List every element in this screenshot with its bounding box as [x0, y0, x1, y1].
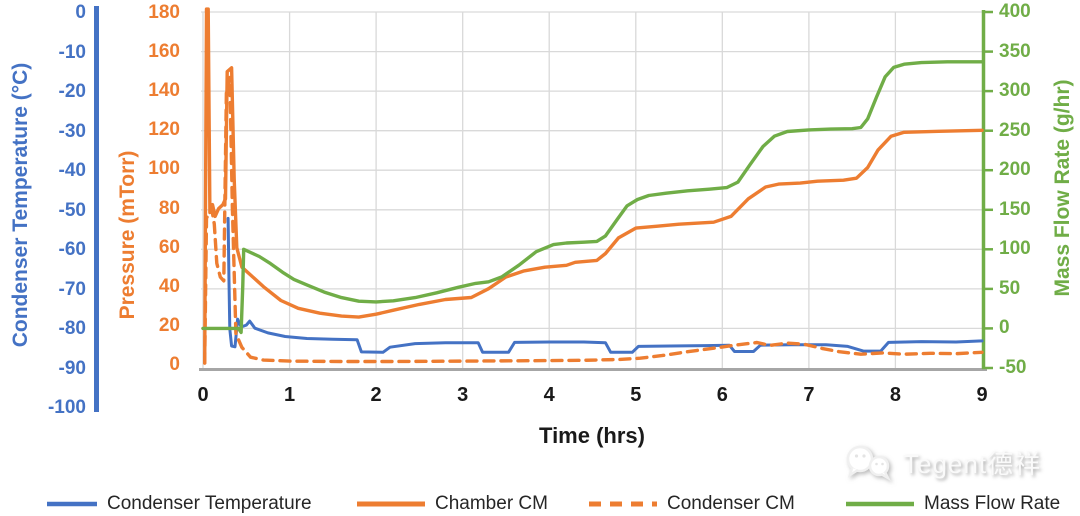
mass-flow-axis-tick: 0	[999, 317, 1010, 339]
temperature-axis-tick: -40	[58, 160, 86, 181]
watermark: Tegent德祥	[843, 440, 1041, 484]
temperature-axis-tick: -70	[58, 278, 86, 300]
legend-label: Condenser Temperature	[107, 492, 312, 514]
legend-line-sample	[47, 501, 97, 506]
series-line-mass-flow-rate	[201, 60, 984, 335]
x-axis-tick: 3	[457, 384, 469, 406]
mass-flow-axis-tick: 150	[999, 198, 1031, 220]
pressure-axis-tick: 40	[158, 275, 180, 297]
pressure-axis-tick: 100	[148, 158, 180, 180]
pressure-axis-tick: 20	[158, 314, 180, 336]
x-axis-tick: 5	[630, 384, 642, 406]
mass-flow-axis-tick: 400	[999, 1, 1031, 22]
mass-flow-axis-tick: -50	[999, 357, 1027, 378]
mass-flow-axis-tick: 350	[999, 40, 1031, 62]
pressure-axis-tick: 160	[148, 41, 180, 63]
watermark-text: Tegent德祥	[903, 448, 1042, 479]
x-axis-tick: 4	[543, 384, 555, 406]
x-axis-tick: 0	[197, 384, 209, 406]
legend-label: Chamber CM	[435, 492, 548, 514]
pressure-axis-tick: 80	[158, 197, 180, 219]
gridlines	[201, 11, 985, 368]
temperature-axis-tick: -50	[58, 199, 86, 221]
x-axis-tick: 8	[889, 384, 901, 406]
x-axis-tick: 2	[370, 384, 382, 406]
chart-legend: Condenser Temperature Chamber CM Condens…	[0, 491, 1080, 516]
x-axis-tick: 9	[976, 384, 988, 406]
mass-flow-axis-spine	[981, 10, 993, 370]
plot-area	[94, 6, 993, 412]
legend-item-condenser-cm: Condenser CM	[588, 491, 795, 516]
pressure-axis-tick: 0	[169, 354, 180, 375]
legend-label: Condenser CM	[667, 492, 795, 514]
temperature-axis-tick: -30	[58, 120, 86, 142]
legend-item-chamber-cm: Chamber CM	[356, 491, 548, 516]
mass-flow-axis-tick: 250	[999, 119, 1031, 141]
temperature-axis-tick: -100	[47, 397, 86, 418]
mass-flow-axis-tick: 100	[999, 238, 1031, 260]
temperature-axis-tick: -90	[58, 357, 86, 379]
x-axis-tick: 6	[716, 384, 728, 406]
legend-item-mass-flow-rate: Mass Flow Rate	[845, 491, 1060, 516]
temperature-axis-tick: -20	[58, 81, 86, 102]
pressure-axis-tick: 120	[148, 119, 180, 141]
temperature-axis-tick: -60	[58, 239, 86, 260]
mass-flow-axis-tick: 200	[999, 159, 1031, 181]
legend-item-condenser-temperature: Condenser Temperature	[46, 491, 312, 516]
legend-label: Mass Flow Rate	[924, 492, 1061, 514]
temperature-axis-tick: -10	[58, 41, 86, 63]
temperature-axis-tick: 0	[75, 2, 86, 23]
wechat-chat-bubbles-icon	[846, 445, 891, 482]
pressure-axis-tick: 140	[148, 80, 180, 102]
legend-line-sample	[846, 501, 914, 506]
series-line-chamber-cm	[203, 7, 984, 365]
mass-flow-axis-title: Mass Flow Rate (g/hr)	[1051, 79, 1074, 297]
x-axis-tick: 7	[803, 384, 815, 406]
legend-line-sample	[589, 501, 657, 506]
x-axis-tick: 1	[283, 384, 296, 406]
pressure-axis-tick: 180	[148, 2, 180, 23]
series-line-condenser-temperature	[226, 216, 984, 354]
mass-flow-axis-tick: 300	[999, 80, 1031, 102]
temperature-axis-title: Condenser Temperature (°C)	[9, 62, 32, 348]
series-line-condenser-cm	[203, 75, 984, 365]
x-axis-title: Time (hrs)	[539, 423, 645, 448]
pressure-axis-tick: 60	[158, 236, 180, 258]
temperature-axis-tick: -80	[58, 318, 86, 339]
mass-flow-axis-tick: 50	[999, 277, 1021, 299]
legend-line-sample	[357, 501, 425, 506]
